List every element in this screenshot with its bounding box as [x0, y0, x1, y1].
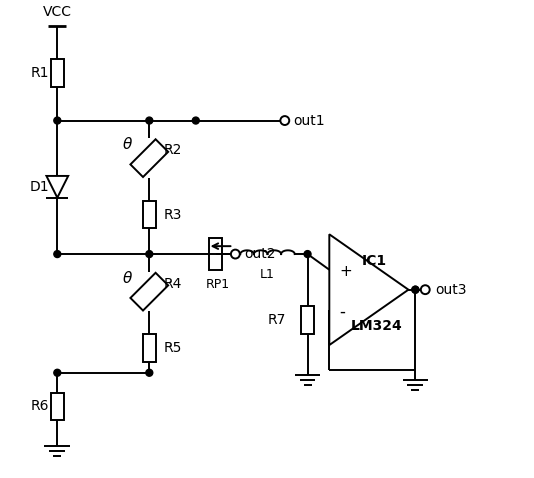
Circle shape — [304, 250, 311, 258]
Text: R1: R1 — [31, 66, 50, 80]
Circle shape — [54, 117, 61, 124]
Text: L1: L1 — [260, 268, 275, 281]
Bar — [301, 306, 314, 334]
Circle shape — [192, 117, 199, 124]
Text: out3: out3 — [435, 282, 467, 297]
Text: LM324: LM324 — [351, 319, 403, 333]
Text: R6: R6 — [31, 400, 50, 413]
Text: +: + — [339, 264, 352, 279]
Bar — [143, 201, 156, 228]
Text: $\theta$: $\theta$ — [122, 136, 133, 152]
Text: D1: D1 — [30, 180, 50, 194]
Text: R5: R5 — [163, 341, 182, 355]
Bar — [143, 334, 156, 362]
Text: VCC: VCC — [43, 5, 72, 19]
Bar — [130, 273, 168, 311]
Text: R3: R3 — [163, 207, 182, 221]
Circle shape — [280, 116, 289, 125]
Circle shape — [146, 250, 153, 258]
Text: $\theta$: $\theta$ — [122, 270, 133, 286]
Text: R7: R7 — [268, 314, 286, 327]
Bar — [130, 139, 168, 177]
Bar — [209, 238, 222, 270]
Text: RP1: RP1 — [206, 278, 230, 291]
Circle shape — [412, 286, 419, 293]
Text: out2: out2 — [244, 247, 276, 261]
Circle shape — [412, 286, 419, 293]
Circle shape — [231, 250, 240, 259]
Text: -: - — [339, 303, 345, 321]
Circle shape — [421, 285, 430, 294]
Bar — [51, 392, 64, 420]
Text: R4: R4 — [163, 277, 182, 291]
Text: out1: out1 — [294, 114, 325, 128]
Circle shape — [146, 369, 153, 376]
Text: IC1: IC1 — [362, 254, 387, 268]
Circle shape — [54, 250, 61, 258]
Circle shape — [54, 369, 61, 376]
Bar — [51, 59, 64, 87]
Circle shape — [146, 117, 153, 124]
Text: R2: R2 — [163, 143, 182, 157]
